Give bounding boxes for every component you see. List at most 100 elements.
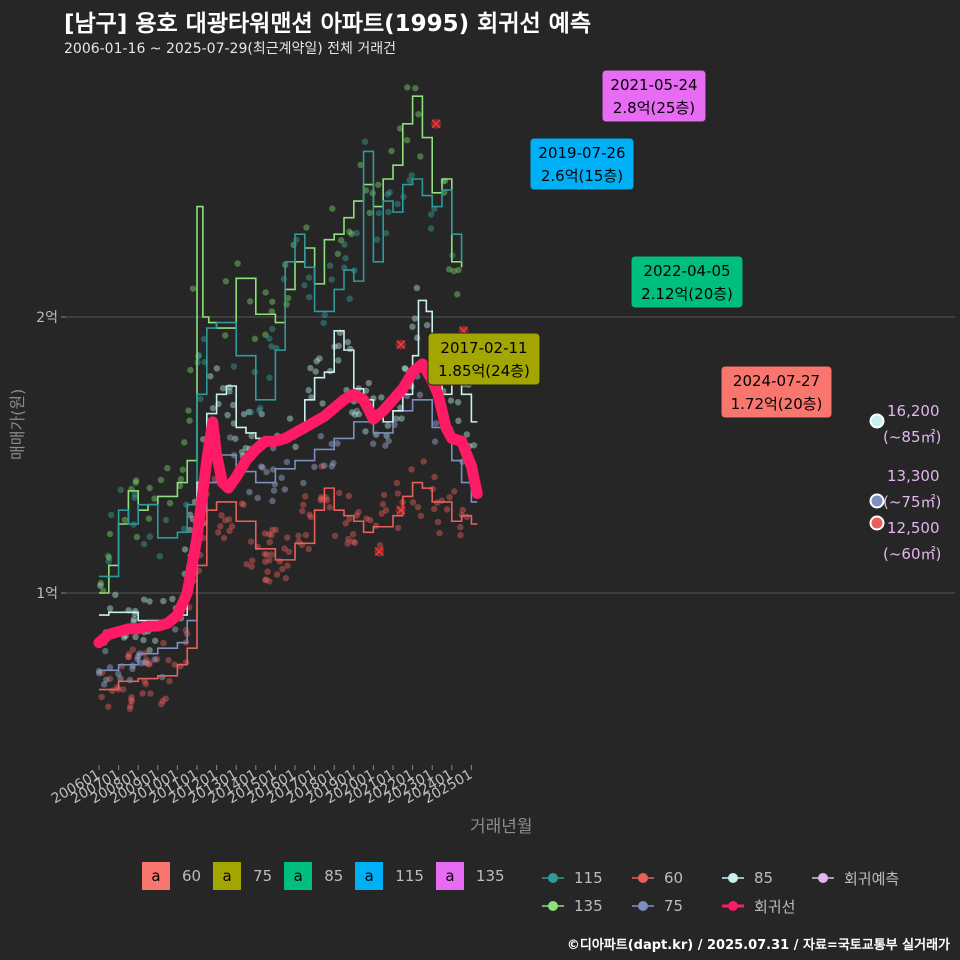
scatter-point [248,563,255,570]
scatter-point [305,274,313,281]
scatter-point [402,365,409,373]
scatter-point [142,680,150,688]
scatter-point [262,558,269,565]
scatter-point [121,516,129,524]
legend-series-item: 75 [630,897,720,915]
scatter-point [132,477,140,484]
scatter-point [312,368,319,375]
annotation-box [427,332,541,386]
scatter-point [457,532,464,539]
scatter-point [351,539,359,546]
scatter-point [382,507,390,514]
scatter-point [373,236,381,243]
scatter-point [388,147,395,155]
scatter-point [334,440,341,447]
scatter-point [106,664,114,671]
scatter-point [323,496,331,504]
scatter-point [365,379,372,387]
scatter-point [326,504,334,511]
scatter-point [455,266,462,274]
scatter-point [434,499,441,506]
scatter-point [143,656,150,663]
scatter-point [145,661,153,668]
scatter-point [266,538,273,546]
x-axis-label: 거래년월 [470,817,533,837]
scatter-point [169,595,176,603]
scatter-point [176,482,184,490]
scatter-point [286,415,294,422]
scatter-point [105,554,113,561]
scatter-point [283,301,290,308]
scatter-point [263,468,270,476]
scatter-point [179,466,187,473]
scatter-point [398,415,405,422]
annotation-value: 2.12억(20층) [641,285,733,303]
scatter-point [321,311,328,319]
scatter-point [321,462,328,469]
scatter-point [98,669,106,676]
forecast-size-label: (~85㎡) [883,428,941,446]
scatter-point [213,365,221,372]
scatter-point [165,656,172,664]
regression-line [93,358,483,649]
scatter-point [344,338,351,346]
scatter-point [106,605,114,612]
scatter-point [269,497,276,505]
scatter-point [308,394,315,401]
scatter-point [243,561,250,568]
scatter-point [125,653,132,661]
scatter-point [234,260,241,267]
scatter-point [408,172,415,179]
scatter-point [336,489,343,497]
scatter-point [348,409,356,416]
legend-series-item: 135 [540,897,630,915]
scatter-point [117,486,124,494]
legend-line-icon [632,873,654,883]
scatter-point [273,571,281,578]
scatter-point [346,345,354,353]
scatter-point [355,508,362,516]
outlier-marker-x [431,119,441,129]
scatter-point [306,293,313,301]
scatter-point [141,677,148,685]
scatter-point [106,675,114,682]
scatter-point [263,551,270,558]
scatter-point [226,527,233,535]
scatter-point [382,442,389,449]
legend-series-item: 60 [630,869,720,887]
forecast-point [869,515,885,531]
scatter-point [146,598,153,605]
scatter-point [268,531,275,539]
scatter-point [256,407,263,414]
scatter-point [219,385,227,392]
scatter-point [97,579,105,587]
scatter-point [282,575,290,582]
scatter-point [117,675,124,682]
y-axis-label: 매매가(원) [8,388,27,460]
legend-series-item: 회귀예측 [810,868,940,889]
scatter-point [251,368,258,376]
scatter-point [124,653,132,661]
scatter-point [247,538,255,545]
scatter-point [162,516,170,524]
scatter-point [268,308,276,315]
legend-line-icon [542,873,564,883]
scatter-point [397,125,404,132]
scatter-point [353,229,360,237]
scatter-point [283,458,291,466]
scatter-point [375,181,382,188]
scatter-point [346,228,353,236]
scatter-point [268,551,275,558]
scatter-point [379,501,387,508]
scatter-point [284,534,291,541]
scatter-point [470,442,478,449]
scatter-point [385,208,392,216]
scatter-point [367,516,374,524]
scatter-point [380,491,388,499]
scatter-point [158,700,165,708]
legend-line-icon [632,901,654,911]
scatter-point [335,342,342,350]
scatter-point [132,633,139,641]
scatter-point [262,576,269,584]
scatter-point [409,323,416,330]
